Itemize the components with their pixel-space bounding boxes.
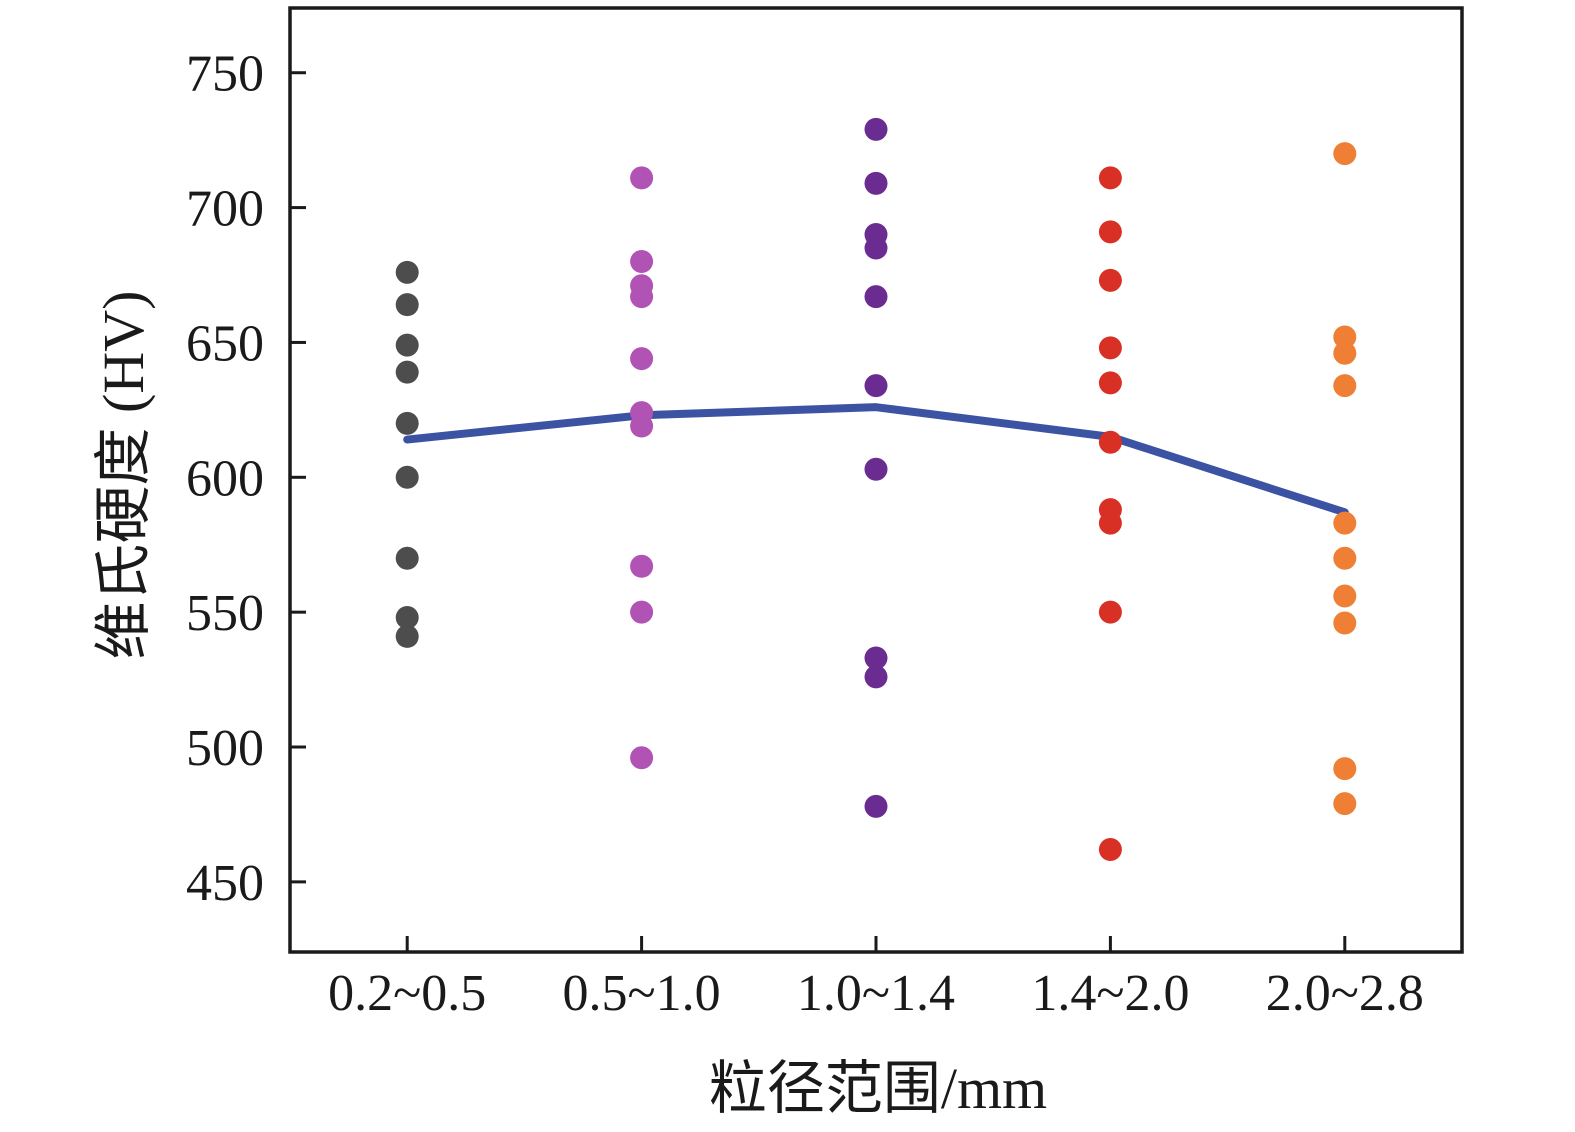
y-tick-label: 700 bbox=[186, 181, 264, 238]
y-tick-label: 750 bbox=[186, 46, 264, 103]
mean-line bbox=[403, 403, 1349, 517]
data-point bbox=[864, 665, 888, 689]
data-point bbox=[1098, 600, 1122, 624]
data-point bbox=[630, 746, 654, 770]
x-tick-label: 1.4~2.0 bbox=[1031, 965, 1189, 1022]
data-point bbox=[395, 333, 419, 357]
data-point bbox=[1333, 546, 1357, 570]
data-point bbox=[1098, 430, 1122, 454]
data-point bbox=[395, 624, 419, 648]
data-point bbox=[630, 554, 654, 578]
y-tick-label: 500 bbox=[186, 720, 264, 777]
data-point bbox=[1098, 166, 1122, 190]
data-point bbox=[1333, 142, 1357, 166]
x-tick-label: 0.5~1.0 bbox=[563, 965, 721, 1022]
y-tick-label: 550 bbox=[186, 585, 264, 642]
data-point bbox=[630, 600, 654, 624]
data-point bbox=[395, 546, 419, 570]
data-point bbox=[864, 374, 888, 398]
data-point bbox=[395, 293, 419, 317]
data-point bbox=[630, 347, 654, 371]
data-point bbox=[1333, 792, 1357, 816]
data-point bbox=[1098, 336, 1122, 360]
data-point bbox=[1098, 220, 1122, 244]
data-point bbox=[1333, 341, 1357, 365]
data-point bbox=[1098, 511, 1122, 535]
data-point bbox=[630, 414, 654, 438]
data-point bbox=[864, 171, 888, 195]
data-point bbox=[1333, 584, 1357, 608]
data-point bbox=[1333, 325, 1357, 349]
data-point bbox=[630, 285, 654, 309]
y-tick-label: 650 bbox=[186, 315, 264, 372]
data-point bbox=[864, 457, 888, 481]
data-point bbox=[864, 117, 888, 141]
data-point bbox=[864, 236, 888, 260]
data-point bbox=[395, 360, 419, 384]
data-point bbox=[630, 166, 654, 190]
data-point bbox=[864, 646, 888, 670]
data-point bbox=[1098, 838, 1122, 862]
data-point bbox=[395, 260, 419, 284]
y-tick-label: 450 bbox=[186, 855, 264, 912]
data-point bbox=[395, 606, 419, 630]
data-point bbox=[395, 465, 419, 489]
data-point bbox=[864, 285, 888, 309]
x-tick-label: 0.2~0.5 bbox=[328, 965, 486, 1022]
data-point bbox=[1333, 374, 1357, 398]
data-point bbox=[1333, 611, 1357, 635]
data-point bbox=[1333, 511, 1357, 535]
data-point bbox=[1098, 371, 1122, 395]
data-point bbox=[864, 794, 888, 818]
data-point bbox=[1098, 268, 1122, 292]
y-tick-label: 600 bbox=[186, 450, 264, 507]
data-point bbox=[630, 250, 654, 274]
y-axis-label: 维氏硬度 (HV) bbox=[91, 290, 156, 660]
x-axis-label: 粒径范围/mm bbox=[708, 1056, 1048, 1121]
x-tick-label: 1.0~1.4 bbox=[797, 965, 955, 1022]
x-tick-label: 2.0~2.8 bbox=[1266, 965, 1424, 1022]
data-point bbox=[1333, 757, 1357, 781]
data-point bbox=[395, 411, 419, 435]
